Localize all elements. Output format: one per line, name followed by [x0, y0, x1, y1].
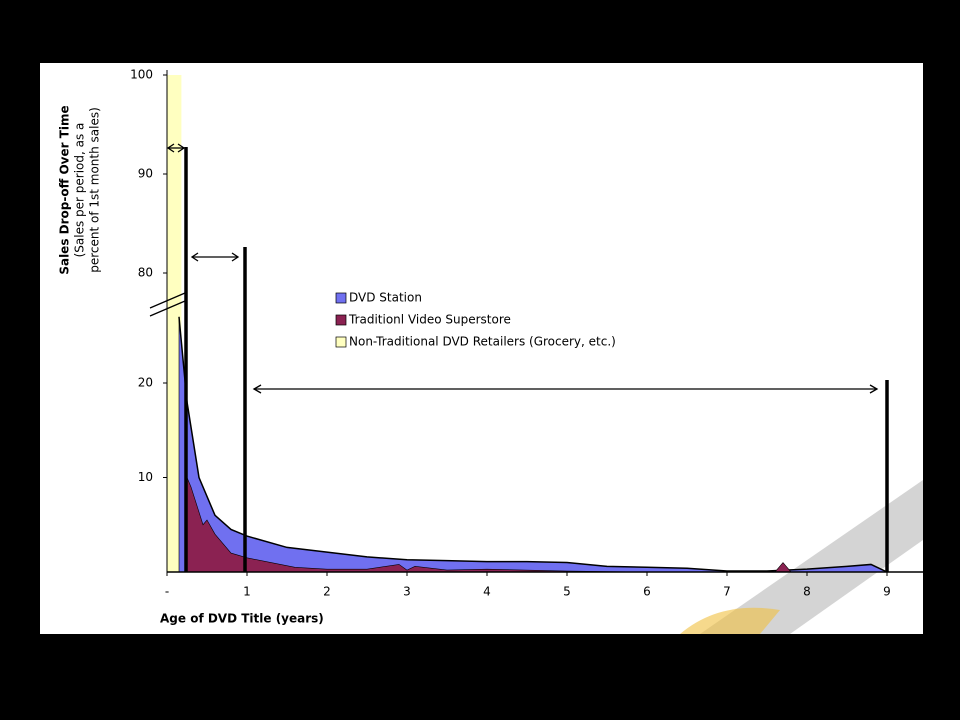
legend-label: Traditionl Video Superstore [348, 313, 511, 327]
double-arrows [166, 143, 879, 394]
legend: DVD Station Traditionl Video Superstore No… [335, 291, 616, 349]
y-tick-label: 100 [130, 68, 153, 82]
y-tick-label: 90 [138, 167, 153, 181]
area [186, 477, 887, 573]
y-subtitle: percent of 1st month sales) [88, 107, 102, 273]
axis-break [149, 292, 186, 317]
y-tick-label: 80 [138, 266, 153, 280]
y-title-group: Sales Drop-off Over Time (Sales per peri… [58, 105, 102, 274]
y-subtitle: (Sales per period, as a [73, 123, 87, 258]
x-tick-label: - [165, 585, 169, 599]
x-tick-label: 9 [883, 585, 891, 599]
watermark-accent [680, 607, 780, 634]
y-title: Sales Drop-off Over Time [58, 105, 72, 274]
legend-swatch [335, 314, 347, 326]
x-tick-label: 1 [243, 585, 251, 599]
x-tick-label: 6 [643, 585, 651, 599]
area [167, 75, 182, 572]
legend-label: Non-Traditional DVD Retailers (Grocery, … [349, 335, 616, 349]
y-tick-label: 10 [138, 470, 153, 484]
x-title: Age of DVD Title (years) [160, 612, 324, 626]
x-tick-label: 3 [403, 585, 411, 599]
legend-label: DVD Station [349, 291, 422, 305]
x-tick-label: 8 [803, 585, 811, 599]
x-tick-label: 7 [723, 585, 731, 599]
x-tick-label: 2 [323, 585, 331, 599]
annotations [149, 143, 889, 572]
x-tick-label: 4 [483, 585, 491, 599]
watermark-band [700, 480, 923, 634]
x-tick-label: 5 [563, 585, 571, 599]
legend-swatch [335, 292, 347, 304]
plot [163, 70, 923, 576]
y-tick-label: 20 [138, 376, 153, 390]
legend-swatch [335, 336, 347, 348]
